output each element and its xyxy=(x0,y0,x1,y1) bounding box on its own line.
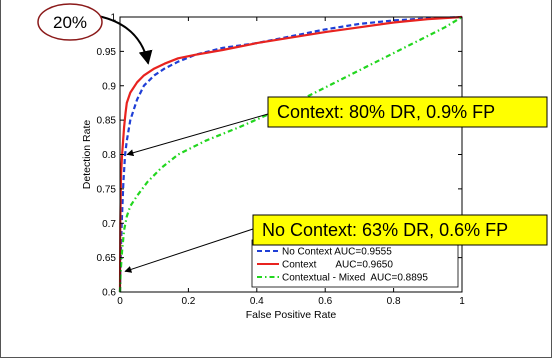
legend-label-no-context: No Context AUC=0.9555 xyxy=(282,247,392,258)
x-tick-label: 0.4 xyxy=(250,296,264,307)
callout-context: Context: 80% DR, 0.9% FP xyxy=(126,96,548,157)
axis-ticks: 0 0.2 0.4 0.6 0.8 1 0.6 0.65 0.7 0.75 0.8 0.85 0.9 0.… xyxy=(97,13,466,308)
x-tick-label: 0.8 xyxy=(387,296,401,307)
callout-no-context: No Context: 63% DR, 0.6% FP xyxy=(124,214,548,273)
series-line-context xyxy=(118,15,463,293)
x-tick-label: 0.6 xyxy=(318,296,332,307)
x-tick-label: 0 xyxy=(117,296,123,307)
legend: No Context AUC=0.9555 Context AUC=0.9650… xyxy=(251,239,459,288)
y-tick-label: 0.75 xyxy=(97,184,117,195)
legend-label-contextual-mixed: Contextual - Mixed AUC=0.8895 xyxy=(282,273,428,284)
series-line-no-context xyxy=(118,15,463,293)
y-tick-label: 0.65 xyxy=(97,253,117,264)
y-tick-label: 0.7 xyxy=(102,219,116,230)
legend-label-context: Context AUC=0.9650 xyxy=(282,260,393,271)
callout-context-text: Context: 80% DR, 0.9% FP xyxy=(277,102,495,122)
callout-20-percent-ellipse xyxy=(37,3,103,41)
callout-20-percent: 20% xyxy=(37,3,153,65)
callout-20-percent-text: 20% xyxy=(53,13,87,32)
callout-no-context-arrow xyxy=(124,228,254,273)
series-layer xyxy=(118,15,463,293)
series-line-contextual-mixed xyxy=(118,16,463,293)
callout-context-box xyxy=(267,96,548,128)
legend-box xyxy=(251,239,459,288)
y-tick-label: 1 xyxy=(110,13,116,24)
y-axis-label: Detection Rate xyxy=(81,120,93,190)
y-tick-label: 0.95 xyxy=(97,47,117,58)
callout-no-context-text: No Context: 63% DR, 0.6% FP xyxy=(262,220,508,240)
y-tick-label: 0.85 xyxy=(97,116,117,127)
callout-context-arrow xyxy=(126,113,269,157)
y-tick-label: 0.8 xyxy=(102,150,116,161)
x-tick-label: 0.2 xyxy=(181,296,195,307)
y-tick-label: 0.6 xyxy=(102,288,116,299)
callout-no-context-box xyxy=(252,214,548,246)
x-axis-label: False Positive Rate xyxy=(246,309,337,321)
x-tick-label: 1 xyxy=(459,296,465,307)
callout-20-percent-arrow xyxy=(97,15,153,65)
y-tick-label: 0.9 xyxy=(102,81,116,92)
